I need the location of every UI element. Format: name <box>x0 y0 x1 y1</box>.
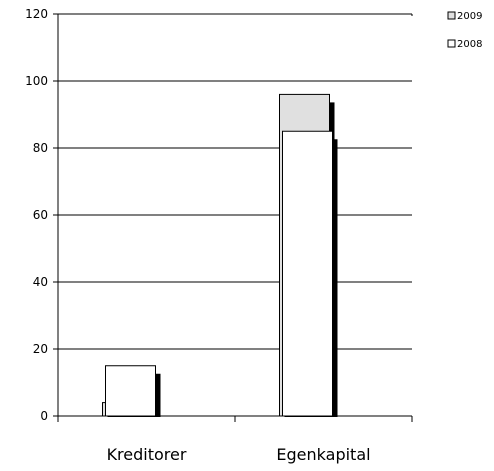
legend-label-2009: 2009 <box>457 11 482 22</box>
bar-2008-Kreditorer <box>105 365 156 417</box>
y-tick-label-80: 80 <box>33 141 48 155</box>
y-tick-label-120: 120 <box>25 7 48 21</box>
axes <box>57 13 413 422</box>
tick-labels: 0 20 40 60 80 100 120 Kreditorer Egenkapital <box>25 7 370 464</box>
grid-lines <box>53 13 412 417</box>
y-tick-label-60: 60 <box>33 208 48 222</box>
legend-swatch-2008 <box>447 39 456 48</box>
bar-2008-Egenkapital <box>282 130 333 417</box>
legend-label-2008: 2008 <box>457 39 482 50</box>
bar-shadow-2008-Kreditorer <box>155 373 161 416</box>
bars <box>102 93 338 417</box>
x-tick-label-0: Kreditorer <box>107 445 187 464</box>
bar-shadow-2008-Egenkapital <box>332 139 338 416</box>
legend-swatch-2009 <box>447 11 456 20</box>
y-tick-label-0: 0 <box>40 409 48 423</box>
y-tick-label-20: 20 <box>33 342 48 356</box>
legend: 2009 2008 <box>447 11 482 50</box>
y-tick-label-100: 100 <box>25 74 48 88</box>
y-tick-label-40: 40 <box>33 275 48 289</box>
x-tick-label-1: Egenkapital <box>276 445 370 464</box>
